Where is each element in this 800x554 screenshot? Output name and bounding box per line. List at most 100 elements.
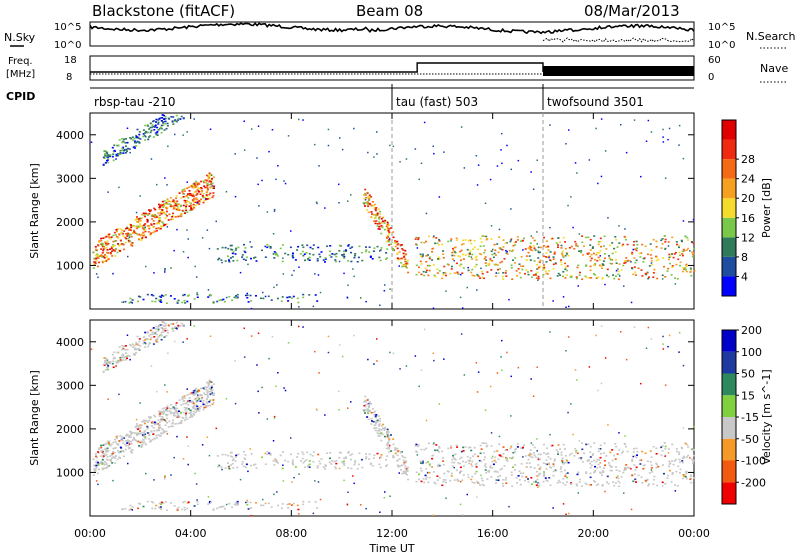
velocity-cell — [146, 421, 149, 423]
freq-label-bottom: [MHz] — [6, 69, 35, 80]
power-cell — [405, 260, 408, 263]
power-cell — [590, 257, 593, 260]
velocity-cell — [183, 395, 186, 397]
power-cell — [183, 199, 186, 202]
power-cell — [531, 276, 534, 278]
power-cell — [514, 257, 517, 259]
power-cell — [679, 261, 682, 264]
power-cell — [532, 274, 535, 276]
velocity-cell — [401, 472, 404, 475]
velocity-cell — [165, 334, 168, 337]
velocity-cell — [264, 452, 266, 455]
velocity-cell — [513, 469, 516, 471]
power-cell — [373, 203, 376, 206]
velocity-cell — [402, 470, 405, 473]
velocity-cell — [316, 409, 318, 412]
velocity-cell — [106, 450, 109, 453]
velocity-cell — [397, 466, 400, 468]
power-cell — [161, 204, 164, 207]
velocity-cell — [100, 455, 103, 457]
power-cell — [425, 240, 428, 243]
power-cell — [593, 264, 595, 267]
power-cell — [489, 258, 492, 260]
velocity-cell — [193, 505, 196, 507]
power-cell — [661, 274, 664, 277]
velocity-cell — [531, 444, 534, 446]
velocity-cell — [160, 432, 163, 434]
power-cell — [636, 247, 638, 249]
power-cell — [530, 270, 533, 272]
power-cell — [532, 245, 535, 247]
power-cell — [148, 128, 151, 130]
velocity-cell — [93, 464, 96, 467]
velocity-cell — [529, 452, 532, 455]
velocity-cell — [249, 501, 252, 504]
velocity-cell — [175, 415, 178, 418]
velocity-cell — [269, 453, 272, 455]
power-cell — [342, 255, 345, 257]
velocity-cell — [193, 389, 196, 391]
velocity-cell — [603, 460, 606, 462]
power-cell — [247, 301, 250, 303]
velocity-cell — [164, 424, 167, 426]
velocity-cell — [151, 425, 154, 427]
velocity-cell — [185, 401, 188, 404]
power-cell — [107, 161, 110, 164]
velocity-cell — [148, 434, 151, 437]
velocity-cell — [231, 506, 234, 509]
velocity-cell — [106, 447, 109, 450]
velocity-cell — [146, 500, 149, 503]
velocity-cell — [200, 397, 203, 400]
power-cell — [639, 256, 642, 258]
velocity-cell — [640, 382, 642, 385]
power-cell — [529, 249, 532, 251]
power-cell — [617, 270, 620, 273]
velocity-cell — [128, 509, 131, 511]
power-cell — [484, 256, 487, 258]
velocity-cell — [119, 450, 122, 453]
power-cell — [631, 253, 634, 255]
power-cell — [144, 223, 147, 225]
velocity-cell — [548, 462, 551, 465]
velocity-cell — [165, 410, 168, 412]
velocity-cell — [161, 432, 164, 435]
velocity-cell — [192, 402, 195, 405]
power-cell — [368, 194, 371, 196]
velocity-cell — [634, 455, 637, 457]
power-cell — [425, 255, 428, 257]
power-cell — [589, 259, 592, 262]
power-cell — [184, 212, 186, 214]
velocity-cell — [649, 450, 652, 452]
power-cell — [534, 249, 537, 251]
velocity-cell — [347, 467, 350, 469]
velocity-cell — [188, 397, 191, 399]
power-cell — [156, 126, 159, 129]
velocity-cell — [166, 422, 169, 424]
power-cell — [664, 248, 666, 250]
power-cell — [377, 208, 380, 210]
velocity-cell — [198, 394, 201, 397]
power-cell — [390, 227, 392, 229]
power-cell — [646, 271, 649, 274]
power-cell — [460, 126, 463, 128]
power-cell — [401, 265, 404, 268]
power-cell — [245, 294, 247, 297]
velocity-cell — [114, 462, 117, 464]
power-cell — [143, 214, 146, 216]
power-cell — [563, 255, 566, 257]
velocity-cell — [193, 394, 196, 396]
velocity-cell — [126, 334, 129, 336]
power-cell — [144, 212, 147, 215]
velocity-cell — [403, 461, 406, 464]
power-cell — [109, 252, 112, 254]
velocity-cell — [502, 479, 505, 481]
velocity-cell — [185, 410, 188, 413]
velocity-cell — [569, 483, 572, 485]
power-cell — [178, 209, 181, 211]
power-cell — [681, 270, 684, 273]
power-cell — [637, 267, 640, 270]
power-cell — [180, 213, 183, 216]
power-cell — [153, 223, 156, 225]
velocity-cell — [112, 479, 114, 482]
power-cell — [378, 225, 381, 228]
